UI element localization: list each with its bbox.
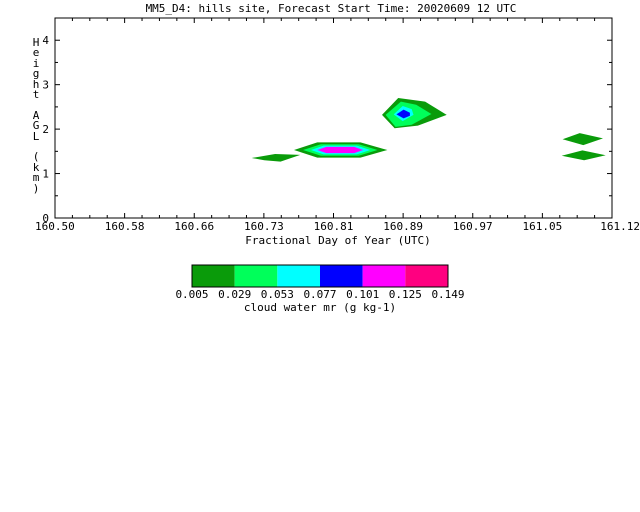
x-tick-label: 160.89 [383,220,423,233]
y-axis-label-char: k [32,160,40,174]
y-axis-label-char: e [32,46,40,60]
y-axis-label-char: A [32,108,40,122]
y-axis-label-char: i [32,56,40,70]
colorbar-label: cloud water mr (g kg-1) [244,301,396,314]
contour-region [562,133,603,146]
plot-frame [54,17,613,219]
y-axis-label-char: ( [32,150,40,164]
colorbar-level-label: 0.149 [431,288,464,301]
contour-region [251,154,301,162]
contour-region [396,109,410,119]
x-tick-label: 161.05 [523,220,563,233]
colorbar-level-label: 0.101 [346,288,379,301]
colorbar-swatch [362,265,406,287]
colorbar-frame [191,264,449,288]
colorbar-swatch [320,265,363,287]
y-tick-label: 3 [42,79,49,92]
y-axis-label-char: t [32,88,40,102]
colorbar-level-label: 0.029 [218,288,251,301]
colorbar-level-label: 0.077 [303,288,336,301]
y-axis-label-char: L [32,129,40,143]
y-axis-label-char: H [32,36,40,49]
y-tick-label: 0 [42,212,49,225]
y-axis-label-char: ) [32,181,40,195]
x-tick-label: 160.97 [453,220,493,233]
contour-region [561,150,606,161]
colorbar-level-label: 0.053 [261,288,294,301]
x-tick-label: 160.50 [35,220,75,233]
x-tick-label: 160.73 [244,220,284,233]
y-tick-label: 2 [42,123,49,136]
y-axis-label-char: g [32,67,40,81]
chart-title: MM5_D4: hills site, Forecast Start Time:… [146,2,517,15]
y-tick-label: 4 [42,34,49,47]
x-axis-label: Fractional Day of Year (UTC) [245,234,430,247]
contour-region [317,146,364,154]
colorbar-swatch [234,265,278,287]
colorbar-level-label: 0.125 [389,288,422,301]
x-tick-label: 160.81 [314,220,354,233]
colorbar-swatch [405,265,448,287]
colorbar-level-label: 0.005 [175,288,208,301]
x-tick-label: 161.12 [600,220,640,233]
y-tick-label: 1 [42,168,49,181]
x-tick-label: 160.66 [174,220,214,233]
colorbar-swatch [277,265,320,287]
colorbar-swatch [192,265,235,287]
x-tick-label: 160.58 [105,220,145,233]
y-axis-label-char: h [32,77,40,91]
y-axis-label-char: m [32,171,40,185]
y-axis-label-char: G [32,119,40,133]
